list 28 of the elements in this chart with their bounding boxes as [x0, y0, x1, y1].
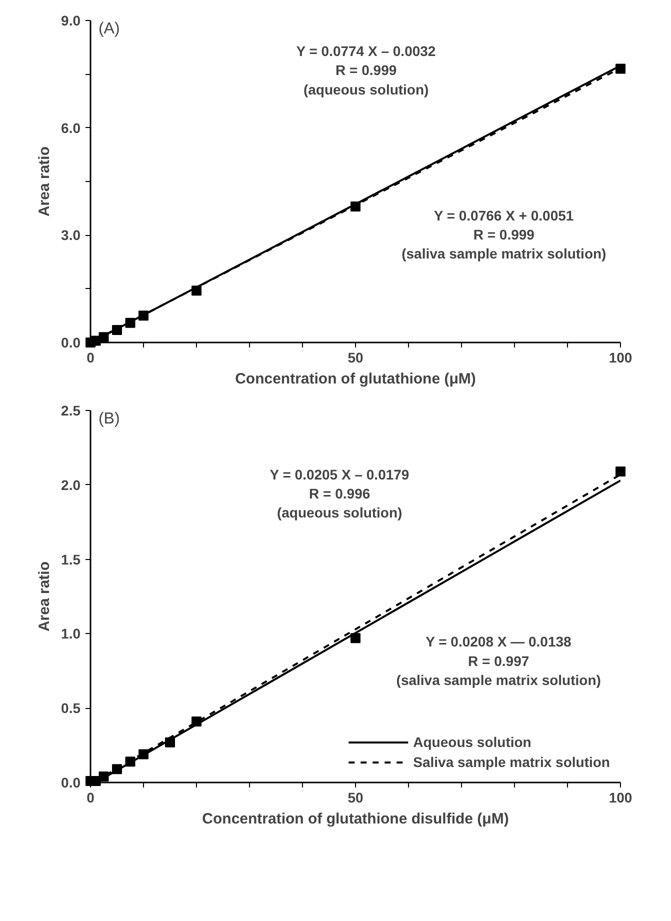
legend-label: Aqueous solution — [413, 734, 532, 750]
x-axis-title: Concentration of glutathione disulfide (μM) — [202, 810, 509, 828]
y-tick-label: 1.5 — [61, 551, 81, 568]
x-tick-label: 0 — [86, 790, 95, 806]
x-tick-label: 0 — [86, 350, 95, 366]
y-tick-label: 2.0 — [61, 476, 81, 493]
y-axis-title: Area ratio — [36, 561, 54, 632]
x-tick-label: 100 — [608, 350, 632, 366]
x-axis-title: Concentration of glutathione (μM) — [235, 370, 476, 388]
y-tick-label: 0.0 — [61, 334, 81, 350]
y-tick-label: 2.5 — [61, 402, 81, 418]
y-tick-label: 6.0 — [61, 120, 81, 136]
legend-label: Saliva sample matrix solution — [413, 754, 610, 770]
y-tick-label: 3.0 — [61, 227, 81, 244]
x-tick-label: 100 — [608, 790, 632, 806]
y-tick-label: 9.0 — [61, 12, 81, 28]
chart-title: (B) — [98, 410, 120, 428]
y-tick-label: 0.0 — [61, 774, 81, 790]
chart-title: (A) — [98, 20, 120, 38]
y-tick-label: 1.0 — [61, 626, 81, 642]
annotation: Y = 0.0208 X — 0.0138 R = 0.997 (saliva sample matrix solution) — [396, 634, 601, 688]
y-axis-title: Area ratio — [36, 146, 54, 217]
x-tick-label: 50 — [348, 790, 364, 806]
annotation: Y = 0.0205 X – 0.0179 R = 0.996 (aqueous solution) — [270, 466, 410, 521]
x-tick-label: 50 — [348, 350, 364, 366]
annotation: Y = 0.0774 X – 0.0032 R = 0.999 (aqueous solution) — [296, 43, 436, 98]
y-tick-label: 0.5 — [61, 700, 81, 716]
annotation: Y = 0.0766 X + 0.0051 R = 0.999 (saliva sample matrix solution) — [402, 207, 606, 262]
